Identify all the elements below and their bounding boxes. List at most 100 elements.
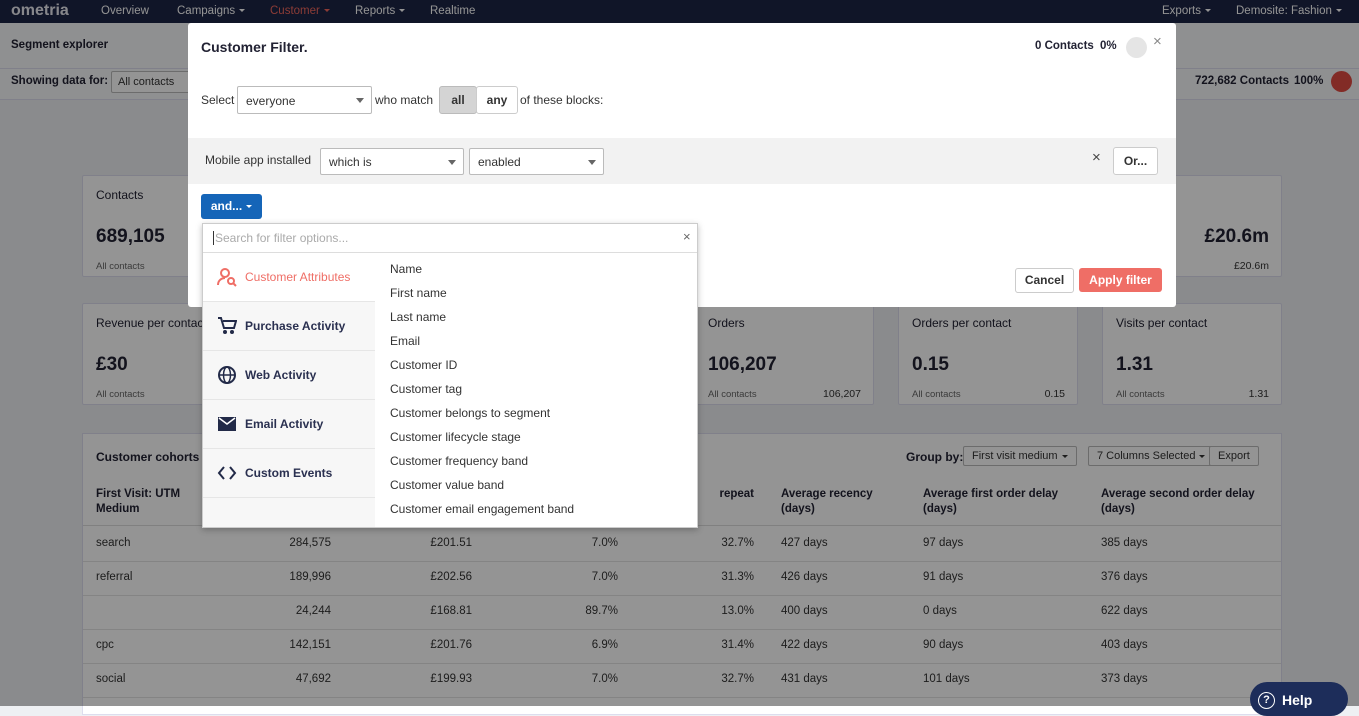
close-icon[interactable]: × bbox=[1153, 33, 1162, 50]
match-label: who match bbox=[375, 93, 434, 107]
search-box[interactable]: Search for filter options... × bbox=[203, 224, 697, 253]
table-cell: 90 days bbox=[923, 639, 964, 651]
nav-item[interactable]: Demosite: Fashion bbox=[1236, 5, 1342, 17]
category-item[interactable]: Web Activity bbox=[203, 351, 375, 400]
table-cell: 426 days bbox=[781, 571, 828, 583]
category-item[interactable]: Email Activity bbox=[203, 400, 375, 449]
filter-option[interactable]: First name bbox=[390, 286, 447, 300]
table-cell: 97 days bbox=[923, 537, 964, 549]
column-header: Average first order delay (days) bbox=[923, 488, 1059, 515]
filter-option[interactable]: Email bbox=[390, 334, 421, 348]
filter-option[interactable]: Last name bbox=[390, 310, 447, 324]
table-cell: 91 days bbox=[923, 571, 964, 583]
category-label: Customer Attributes bbox=[245, 270, 351, 284]
match-any[interactable]: any bbox=[476, 86, 518, 114]
apply-button[interactable]: Apply filter bbox=[1079, 268, 1162, 292]
card-title: Orders per contact bbox=[912, 316, 1012, 330]
modal-percent: 0% bbox=[1100, 40, 1117, 52]
category-item[interactable]: Custom Events bbox=[203, 449, 375, 498]
table-cell: 385 days bbox=[1101, 537, 1148, 549]
metric-card: Orders per contact 0.15 All contacts 0.15 bbox=[898, 303, 1078, 405]
column-header: Average recency (days) bbox=[781, 488, 873, 515]
nav-item[interactable]: Overview bbox=[101, 5, 149, 17]
filter-option[interactable]: Customer lifecycle stage bbox=[390, 430, 521, 444]
select-value: everyone bbox=[246, 94, 296, 108]
table-cell: 422 days bbox=[781, 639, 828, 651]
help-label: Help bbox=[1282, 692, 1313, 708]
table-cell: 32.7% bbox=[721, 673, 754, 685]
table-cell: 32.7% bbox=[721, 537, 754, 549]
showing-select[interactable]: All contacts bbox=[111, 71, 193, 93]
category-item[interactable]: Customer Attributes bbox=[203, 253, 375, 302]
export-button[interactable]: Export bbox=[1209, 446, 1259, 466]
rule-block: Mobile app installed which is enabled × … bbox=[188, 138, 1176, 184]
table-cell: 373 days bbox=[1101, 673, 1148, 685]
filter-option[interactable]: Customer value band bbox=[390, 478, 505, 492]
clear-icon[interactable]: × bbox=[683, 229, 691, 244]
card-footer: All contacts bbox=[1116, 389, 1165, 400]
help-button[interactable]: ? Help bbox=[1250, 682, 1348, 716]
search-placeholder: Search for filter options... bbox=[215, 231, 349, 245]
row-divider bbox=[83, 663, 1281, 664]
filter-option[interactable]: Name bbox=[390, 262, 423, 276]
table-cell: 13.0% bbox=[721, 605, 754, 617]
nav-item[interactable]: Realtime bbox=[430, 5, 476, 17]
nav-item-active[interactable]: Customer bbox=[270, 5, 330, 17]
match-all[interactable]: all bbox=[439, 86, 477, 114]
value-value: enabled bbox=[478, 155, 521, 169]
cohorts-title: Customer cohorts bbox=[96, 450, 200, 464]
logo: ometria bbox=[11, 2, 69, 19]
card-footer-value: 1.31 bbox=[1248, 388, 1269, 400]
contacts-percent: 100% bbox=[1294, 75, 1324, 87]
filter-option[interactable]: Customer ID bbox=[390, 358, 458, 372]
card-value: 689,105 bbox=[96, 226, 165, 247]
modal-contacts: 0 Contacts bbox=[1035, 40, 1094, 52]
table-cell: 431 days bbox=[781, 673, 828, 685]
help-icon: ? bbox=[1258, 692, 1275, 709]
table-cell: 31.4% bbox=[721, 639, 754, 651]
select-dropdown[interactable]: everyone bbox=[237, 86, 372, 114]
card-title: Visits per contact bbox=[1116, 316, 1208, 330]
category-label: Email Activity bbox=[245, 417, 324, 431]
filter-option[interactable]: Customer email engagement band bbox=[390, 502, 575, 516]
table-cell: 142,151 bbox=[289, 639, 331, 651]
card-title: Contacts bbox=[96, 188, 144, 202]
table-cell: referral bbox=[96, 571, 133, 583]
top-nav: ometria Overview Campaigns Customer Repo… bbox=[0, 0, 1359, 23]
row-divider bbox=[83, 595, 1281, 596]
category-icon bbox=[218, 317, 237, 334]
category-item[interactable]: Purchase Activity bbox=[203, 302, 375, 351]
filter-option[interactable]: Customer frequency band bbox=[390, 454, 529, 468]
filter-option[interactable]: Customer tag bbox=[390, 382, 463, 396]
table-cell: 6.9% bbox=[591, 639, 618, 651]
remove-rule[interactable]: × bbox=[1092, 149, 1101, 166]
nav-item[interactable]: Reports bbox=[355, 5, 405, 17]
card-footer: All contacts bbox=[96, 261, 145, 272]
table-cell: 7.0% bbox=[591, 673, 618, 685]
and-button[interactable]: and... bbox=[201, 194, 262, 219]
table-cell: 47,692 bbox=[295, 673, 331, 685]
table-cell: 24,244 bbox=[295, 605, 331, 617]
nav-item[interactable]: Exports bbox=[1162, 5, 1211, 17]
table-cell: £168.81 bbox=[430, 605, 472, 617]
group-by-select[interactable]: First visit medium bbox=[963, 446, 1077, 466]
value-select[interactable]: enabled bbox=[469, 148, 604, 175]
table-cell: 101 days bbox=[923, 673, 970, 685]
card-footer-value: 0.15 bbox=[1044, 388, 1065, 400]
category-label: Custom Events bbox=[245, 466, 333, 480]
table-cell: £199.93 bbox=[430, 673, 472, 685]
cancel-button[interactable]: Cancel bbox=[1015, 268, 1074, 293]
or-button[interactable]: Or... bbox=[1113, 147, 1158, 175]
card-footer-value: £20.6m bbox=[1233, 260, 1269, 272]
filter-option[interactable]: Customer belongs to segment bbox=[390, 406, 551, 420]
column-header: repeat bbox=[719, 488, 754, 500]
nav-item[interactable]: Campaigns bbox=[177, 5, 245, 17]
table-cell: 31.3% bbox=[721, 571, 754, 583]
card-footer: All contacts bbox=[96, 389, 145, 400]
operator-select[interactable]: which is bbox=[320, 148, 464, 175]
table-cell: search bbox=[96, 537, 131, 549]
card-value: 1.31 bbox=[1116, 354, 1153, 375]
columns-button[interactable]: 7 Columns Selected bbox=[1088, 446, 1215, 466]
metric-card: Orders 106,207 All contacts 106,207 bbox=[694, 303, 874, 405]
row-divider bbox=[83, 629, 1281, 630]
